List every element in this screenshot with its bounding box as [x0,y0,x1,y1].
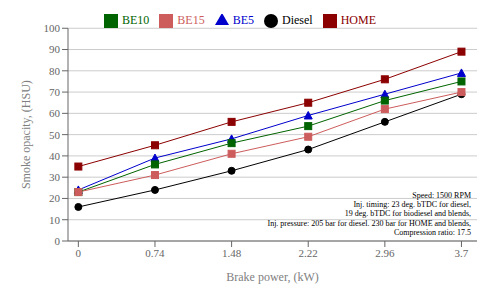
html-text:Compression ratio: 17.5: Compression ratio: 17.5 [393,227,471,237]
svg-text:0: 0 [76,247,82,259]
html-text:Diesel: Diesel [282,13,313,27]
html-text:HOME: HOME [340,13,376,27]
html-text:19 deg. bTDC for biodiesel and: 19 deg. bTDC for biodiesel and blends, [344,209,471,219]
svg-text:1.48: 1.48 [222,247,242,259]
svg-text:Brake power, (kW): Brake power, (kW) [226,270,318,284]
html-text:BE5: BE5 [232,13,254,27]
svg-text:0.74: 0.74 [145,247,165,259]
svg-text:30: 30 [49,171,61,183]
svg-text:60: 60 [49,107,61,119]
html-text:BE15: BE15 [177,13,205,27]
svg-text:2.22: 2.22 [299,247,318,259]
svg-text:90: 90 [49,43,61,55]
svg-text:80: 80 [49,65,61,77]
svg-text:70: 70 [49,86,61,98]
svg-text:100: 100 [44,22,61,34]
svg-text:40: 40 [49,150,61,162]
html-text:Inj. timing: 23 deg. bTDC for: Inj. timing: 23 deg. bTDC for diesel, [353,200,471,210]
svg-text:0: 0 [55,235,61,247]
svg-text:2.96: 2.96 [375,247,395,259]
html-text:BE10: BE10 [122,13,150,27]
html-text:Speed: 1500 RPM: Speed: 1500 RPM [412,191,471,201]
svg-text:20: 20 [49,192,61,204]
svg-text:10: 10 [49,214,61,226]
svg-text:Smoke opacity, (HSU): Smoke opacity, (HSU) [19,80,33,189]
svg-text:50: 50 [49,129,61,141]
html-text:Inj. pressure: 205 bar for die: Inj. pressure: 205 bar for diesel. 230 b… [267,218,471,228]
svg-text:3.7: 3.7 [455,247,469,259]
